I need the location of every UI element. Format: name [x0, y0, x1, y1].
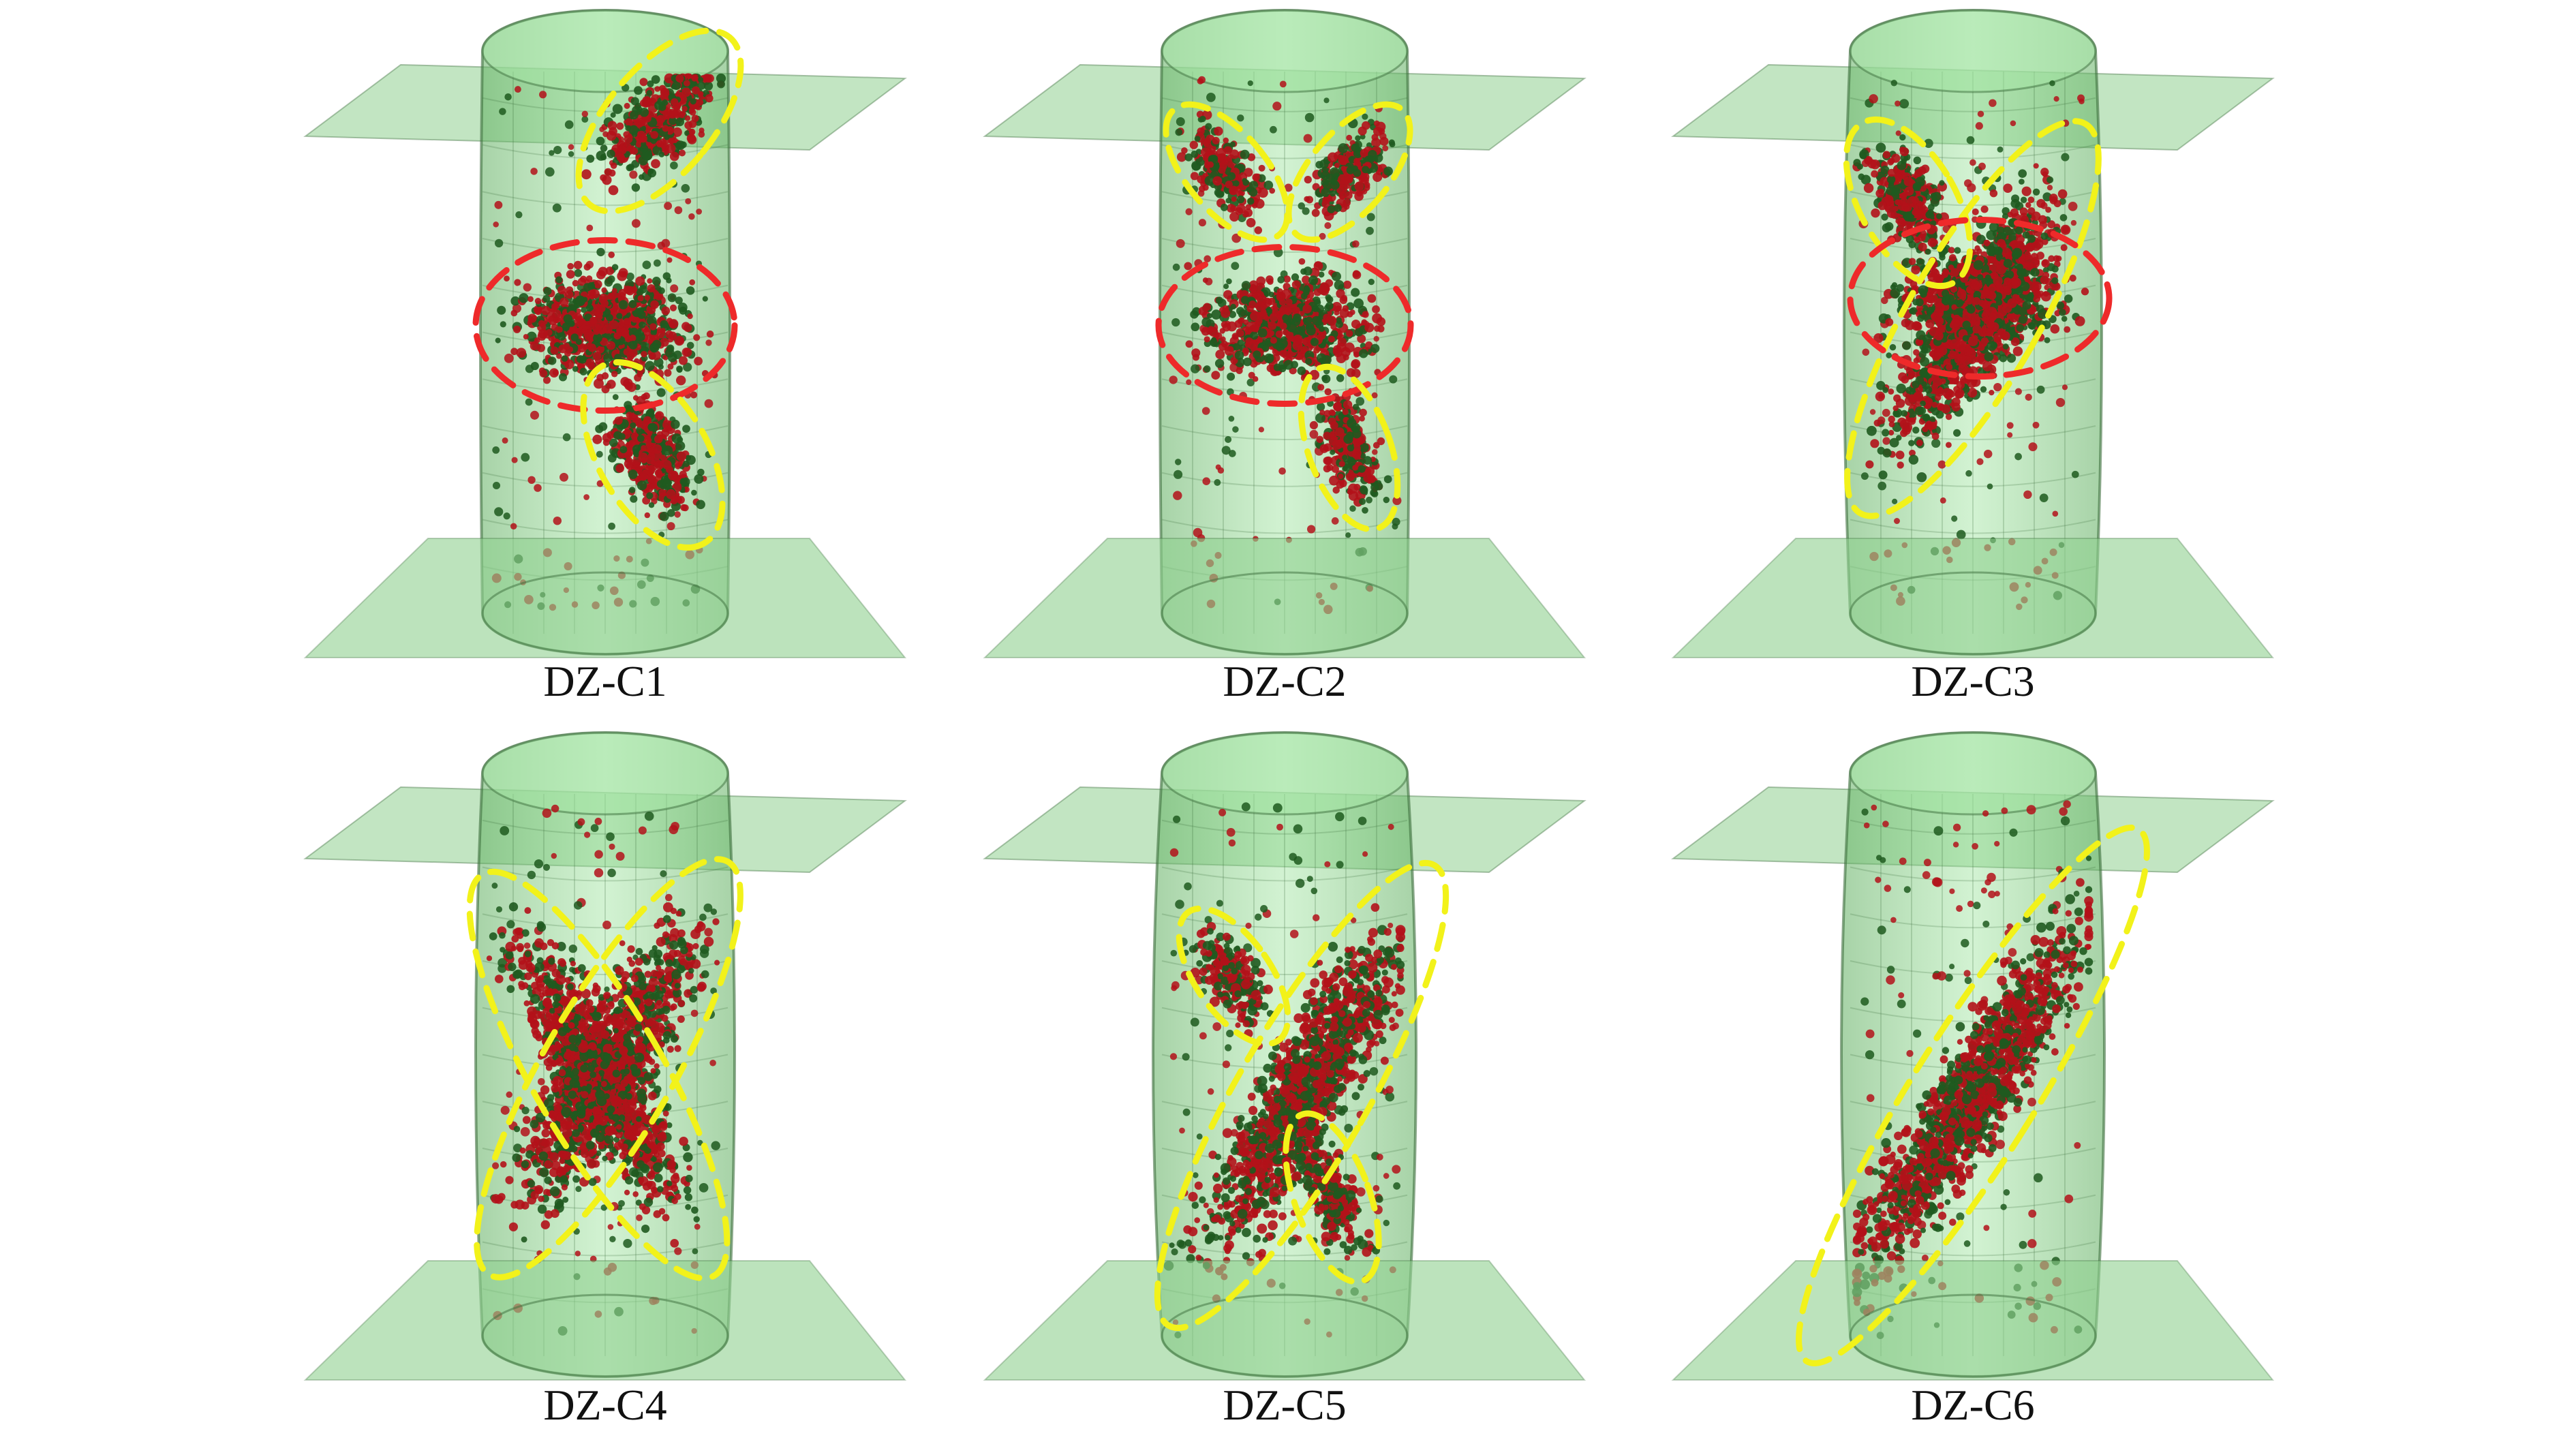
- specimen-top-face: [1849, 9, 2097, 93]
- panel-caption: DZ-C2: [1223, 657, 1347, 705]
- yellow-damage-zone-outline: [474, 856, 743, 1280]
- yellow-damage-zone-outline: [1285, 101, 1413, 243]
- yellow-damage-zone-outline: [580, 359, 726, 551]
- yellow-damage-zone-outline: [1154, 859, 1450, 1332]
- yellow-damage-zone-outline: [575, 27, 744, 215]
- yellow-damage-zone-outline: [1176, 905, 1291, 1047]
- specimen-top-face: [1161, 9, 1409, 93]
- bottom-loading-platen: [1671, 538, 2275, 658]
- specimen-bottom-face: [1161, 1293, 1409, 1378]
- specimen-bottom-face: [1161, 571, 1409, 656]
- yellow-damage-zone-outline: [466, 868, 731, 1282]
- yellow-damage-zone-outline: [1163, 101, 1291, 243]
- bottom-loading-platen: [303, 538, 907, 658]
- specimen-top-face: [1161, 731, 1409, 816]
- yellow-damage-zone-outline: [1843, 116, 1974, 290]
- red-damage-zone-outline: [1847, 217, 2113, 380]
- specimen-bottom-face: [1849, 571, 2097, 656]
- acoustic-emission-events: [1852, 80, 2089, 611]
- specimen-panel-2: [983, 9, 1586, 658]
- yellow-damage-zone-outline: [1844, 118, 2102, 519]
- specimen-top-face: [481, 731, 729, 816]
- bottom-loading-platen: [983, 1260, 1586, 1381]
- specimen-panel-5: [983, 731, 1586, 1381]
- specimen-bottom-face: [481, 571, 729, 656]
- specimen-bottom-face: [1849, 1293, 2097, 1378]
- specimen-panel-1: [303, 9, 907, 658]
- panel-caption: DZ-C6: [1911, 1381, 2035, 1429]
- acoustic-emission-events: [491, 73, 726, 611]
- specimen-panel-3: [1671, 9, 2275, 658]
- acoustic-emission-events: [1163, 802, 1406, 1338]
- bottom-loading-platen: [983, 538, 1586, 658]
- specimen-top-face: [1849, 731, 2097, 816]
- yellow-damage-zone-outline: [1796, 824, 2150, 1367]
- red-damage-zone-outline: [472, 237, 738, 414]
- specimen-bottom-face: [481, 1293, 729, 1378]
- panel-caption: DZ-C5: [1223, 1381, 1347, 1429]
- yellow-damage-zone-outline: [1283, 1110, 1382, 1285]
- bottom-loading-platen: [303, 1260, 907, 1381]
- specimen-top-face: [481, 9, 729, 93]
- panel-caption: DZ-C4: [543, 1381, 667, 1429]
- yellow-damage-zone-outline: [1298, 363, 1401, 533]
- panel-caption: DZ-C3: [1911, 657, 2035, 705]
- panel-caption: DZ-C1: [543, 657, 667, 705]
- bottom-loading-platen: [1671, 1260, 2275, 1381]
- red-damage-zone-outline: [1155, 244, 1414, 407]
- specimen-panel-4: [303, 731, 907, 1381]
- acoustic-emission-events: [1169, 76, 1402, 615]
- specimen-panel-6: [1671, 731, 2275, 1381]
